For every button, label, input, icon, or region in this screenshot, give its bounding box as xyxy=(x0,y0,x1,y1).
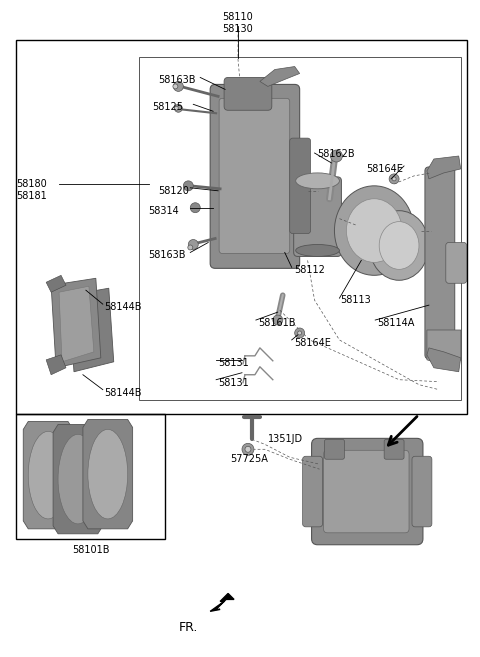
FancyBboxPatch shape xyxy=(290,138,311,233)
FancyBboxPatch shape xyxy=(219,99,290,254)
Circle shape xyxy=(392,177,396,181)
FancyBboxPatch shape xyxy=(425,167,455,359)
Circle shape xyxy=(190,203,200,213)
Ellipse shape xyxy=(88,430,128,519)
Text: 58162B: 58162B xyxy=(318,149,355,159)
Text: 58130: 58130 xyxy=(223,24,253,34)
Text: 58110: 58110 xyxy=(223,12,253,22)
Text: 58314: 58314 xyxy=(148,206,180,215)
Polygon shape xyxy=(427,348,461,372)
Circle shape xyxy=(173,84,178,89)
Text: 58131: 58131 xyxy=(218,378,249,388)
Circle shape xyxy=(389,174,399,184)
Text: 58144B: 58144B xyxy=(104,388,141,397)
Circle shape xyxy=(174,104,182,112)
Polygon shape xyxy=(210,593,234,612)
Bar xyxy=(16,39,467,415)
Text: 58164E: 58164E xyxy=(295,338,332,348)
FancyBboxPatch shape xyxy=(210,84,300,268)
Text: 58113: 58113 xyxy=(340,295,371,306)
Text: 58114A: 58114A xyxy=(377,318,415,328)
Circle shape xyxy=(330,150,342,162)
Text: 58120: 58120 xyxy=(158,186,189,196)
Text: 57725A: 57725A xyxy=(230,454,268,464)
Polygon shape xyxy=(53,424,103,533)
Circle shape xyxy=(273,315,283,325)
FancyBboxPatch shape xyxy=(302,456,323,527)
Circle shape xyxy=(242,443,254,455)
Ellipse shape xyxy=(379,221,419,269)
Bar xyxy=(16,415,166,539)
Text: 58125: 58125 xyxy=(153,102,183,112)
Bar xyxy=(139,57,461,399)
FancyBboxPatch shape xyxy=(312,438,423,545)
Circle shape xyxy=(298,331,301,335)
Text: 58181: 58181 xyxy=(16,191,47,201)
Text: 1351JD: 1351JD xyxy=(268,434,303,444)
Circle shape xyxy=(245,446,251,452)
FancyBboxPatch shape xyxy=(446,242,467,283)
FancyBboxPatch shape xyxy=(412,456,432,527)
Polygon shape xyxy=(83,419,132,529)
Text: 58112: 58112 xyxy=(295,265,325,275)
Polygon shape xyxy=(51,279,101,368)
Polygon shape xyxy=(46,355,66,374)
Text: 58180: 58180 xyxy=(16,179,47,189)
Text: FR.: FR. xyxy=(179,622,198,634)
Ellipse shape xyxy=(296,173,339,189)
Circle shape xyxy=(188,245,193,250)
FancyBboxPatch shape xyxy=(324,450,409,533)
Text: 58164E: 58164E xyxy=(366,164,403,174)
FancyBboxPatch shape xyxy=(224,78,272,110)
Ellipse shape xyxy=(335,186,414,275)
Text: 58163B: 58163B xyxy=(148,250,186,260)
Polygon shape xyxy=(23,421,73,529)
Circle shape xyxy=(188,240,198,250)
Text: 58144B: 58144B xyxy=(104,302,141,312)
Polygon shape xyxy=(46,275,66,292)
Text: 58131: 58131 xyxy=(218,358,249,368)
Ellipse shape xyxy=(58,434,98,524)
Circle shape xyxy=(174,106,179,110)
Polygon shape xyxy=(427,156,461,179)
Ellipse shape xyxy=(369,211,429,281)
Ellipse shape xyxy=(347,199,402,262)
Polygon shape xyxy=(69,288,114,372)
FancyBboxPatch shape xyxy=(384,440,404,459)
FancyBboxPatch shape xyxy=(324,440,344,459)
Circle shape xyxy=(183,181,193,191)
Ellipse shape xyxy=(28,432,68,519)
Text: 58101B: 58101B xyxy=(72,545,109,555)
Text: 58161B: 58161B xyxy=(258,318,295,328)
Text: 58163B: 58163B xyxy=(158,76,196,85)
Circle shape xyxy=(295,328,305,338)
Polygon shape xyxy=(59,286,94,362)
Ellipse shape xyxy=(296,244,339,256)
FancyBboxPatch shape xyxy=(294,177,341,256)
Circle shape xyxy=(173,81,183,91)
Polygon shape xyxy=(260,66,300,87)
Polygon shape xyxy=(427,330,461,368)
